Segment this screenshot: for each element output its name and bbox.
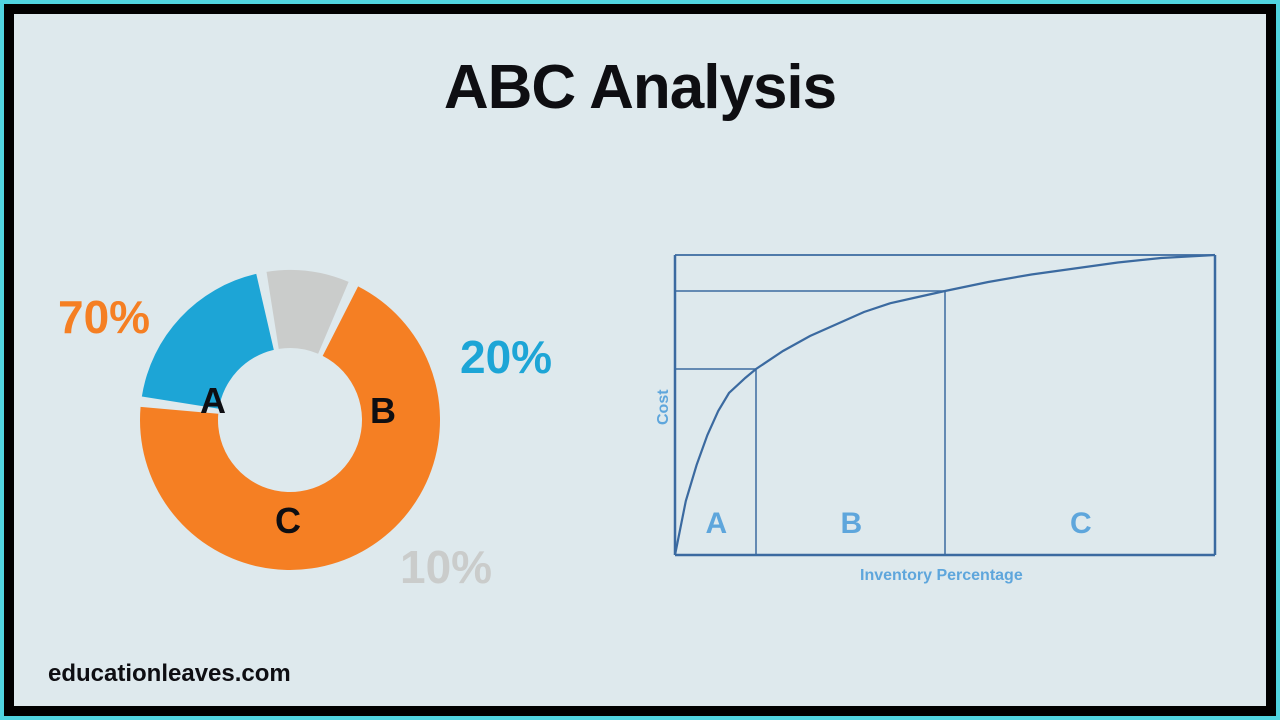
pareto-region-c: C: [1070, 507, 1092, 541]
pareto-region-a: A: [706, 507, 728, 541]
pareto-region-b: B: [841, 507, 863, 541]
footer-attribution: educationleaves.com: [48, 660, 291, 688]
pareto-y-axis-label: Cost: [655, 389, 673, 425]
pareto-x-axis-label: Inventory Percentage: [860, 567, 1023, 585]
pareto-chart: [0, 0, 1280, 720]
